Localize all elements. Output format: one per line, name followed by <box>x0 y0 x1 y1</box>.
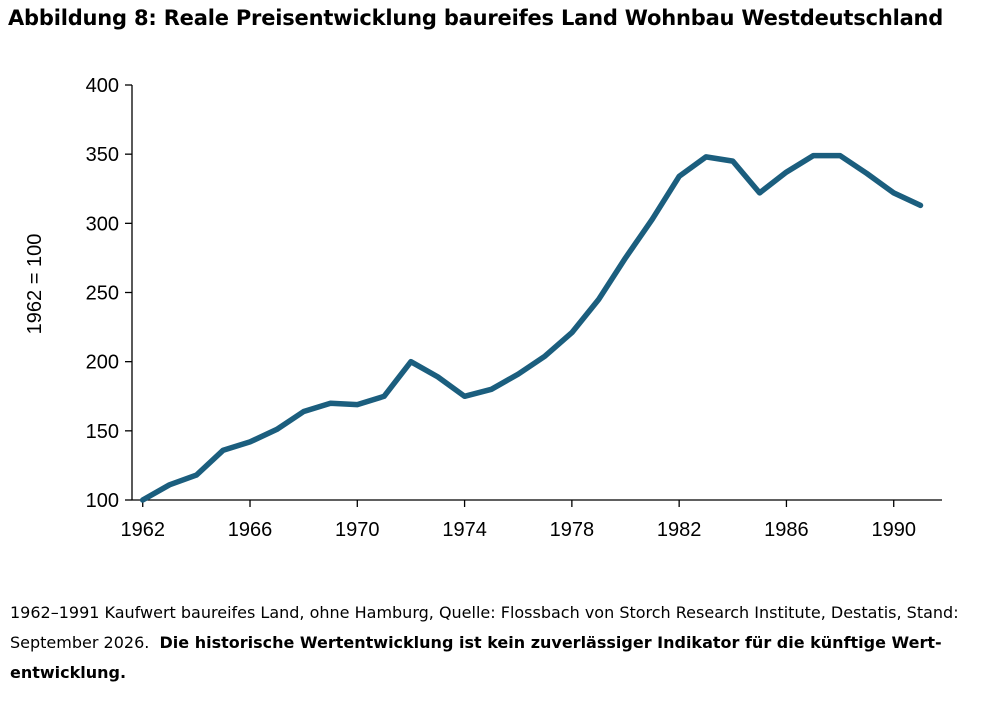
x-axis-ticks: 1962 1966 1970 1974 1978 1982 1986 1990 <box>120 500 916 541</box>
y-tick-label: 100 <box>86 490 119 512</box>
y-axis-label: 1962 = 100 <box>24 234 46 335</box>
footnote-disclaimer: Die historische Wertentwicklung ist kein… <box>10 633 942 682</box>
y-tick-label: 300 <box>86 213 119 235</box>
y-tick-label: 400 <box>86 75 119 97</box>
footnote-source: 1962–1991 Kaufwert baureifes Land, ohne … <box>10 603 959 652</box>
y-tick-label: 250 <box>86 283 119 305</box>
x-tick-label: 1982 <box>657 519 702 541</box>
y-tick-label: 150 <box>86 421 119 443</box>
x-tick-label: 1986 <box>764 519 809 541</box>
series-line <box>139 152 924 503</box>
footnote: 1962–1991 Kaufwert baureifes Land, ohne … <box>10 598 985 688</box>
y-tick-label: 200 <box>86 352 119 374</box>
series-group <box>139 152 924 503</box>
x-tick-label: 1974 <box>442 519 487 541</box>
x-tick-label: 1962 <box>120 519 165 541</box>
x-tick-label: 1978 <box>550 519 595 541</box>
x-tick-label: 1966 <box>228 519 273 541</box>
chart-title: Abbildung 8: Reale Preisentwicklung baur… <box>8 6 944 30</box>
x-tick-label: 1970 <box>335 519 380 541</box>
y-axis-ticks: 100 150 200 250 300 350 400 <box>86 75 132 512</box>
y-tick-label: 350 <box>86 144 119 166</box>
x-tick-label: 1990 <box>871 519 916 541</box>
